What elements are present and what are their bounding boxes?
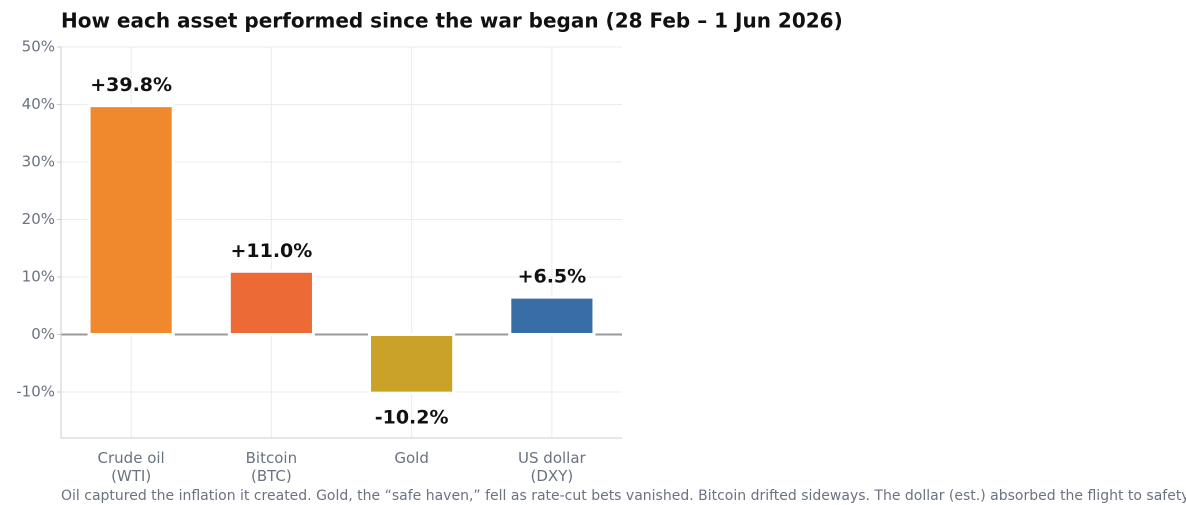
y-tick-label: 30% <box>22 153 55 171</box>
x-tick-label-line: (BTC) <box>251 467 292 485</box>
y-tick-label: -10% <box>16 383 55 401</box>
data-label: +39.8% <box>90 74 172 96</box>
y-tick-label: 20% <box>22 210 55 228</box>
x-tick-label: US dollar (DXY) <box>518 449 586 485</box>
x-tick-label-line: US dollar <box>518 449 586 467</box>
data-label: -10.2% <box>375 407 449 429</box>
data-label: +6.5% <box>518 266 587 288</box>
x-tick-label: Gold <box>394 449 429 467</box>
x-tick-label-line: (DXY) <box>531 467 574 485</box>
x-tick-label-line: Gold <box>394 449 429 467</box>
x-tick-label: Crude oil (WTI) <box>98 449 165 485</box>
bar <box>87 104 175 337</box>
y-tick-label: 10% <box>22 268 55 286</box>
x-tick-label-line: Crude oil <box>98 449 165 467</box>
y-tick-label: 40% <box>22 95 55 113</box>
chart-title: How each asset performed since the war b… <box>61 9 843 33</box>
y-tick-label: 0% <box>31 325 55 343</box>
bar <box>368 333 456 395</box>
caption: Oil captured the inflation it created. G… <box>61 488 1186 504</box>
data-label: +11.0% <box>230 240 312 262</box>
y-tick-label: 50% <box>22 38 55 56</box>
bar <box>227 269 315 336</box>
x-tick-label: Bitcoin (BTC) <box>246 449 297 485</box>
x-tick-label-line: (WTI) <box>111 467 151 485</box>
bar <box>508 295 596 336</box>
x-tick-label-line: Bitcoin <box>246 449 297 467</box>
